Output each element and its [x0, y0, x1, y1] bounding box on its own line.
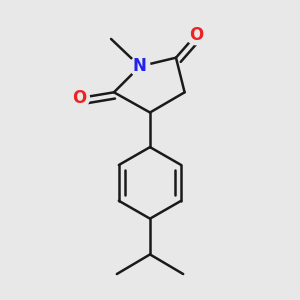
- Circle shape: [186, 25, 206, 45]
- Circle shape: [69, 88, 89, 108]
- Text: N: N: [133, 57, 147, 75]
- Text: O: O: [72, 89, 86, 107]
- Text: O: O: [189, 26, 203, 44]
- Circle shape: [130, 56, 150, 76]
